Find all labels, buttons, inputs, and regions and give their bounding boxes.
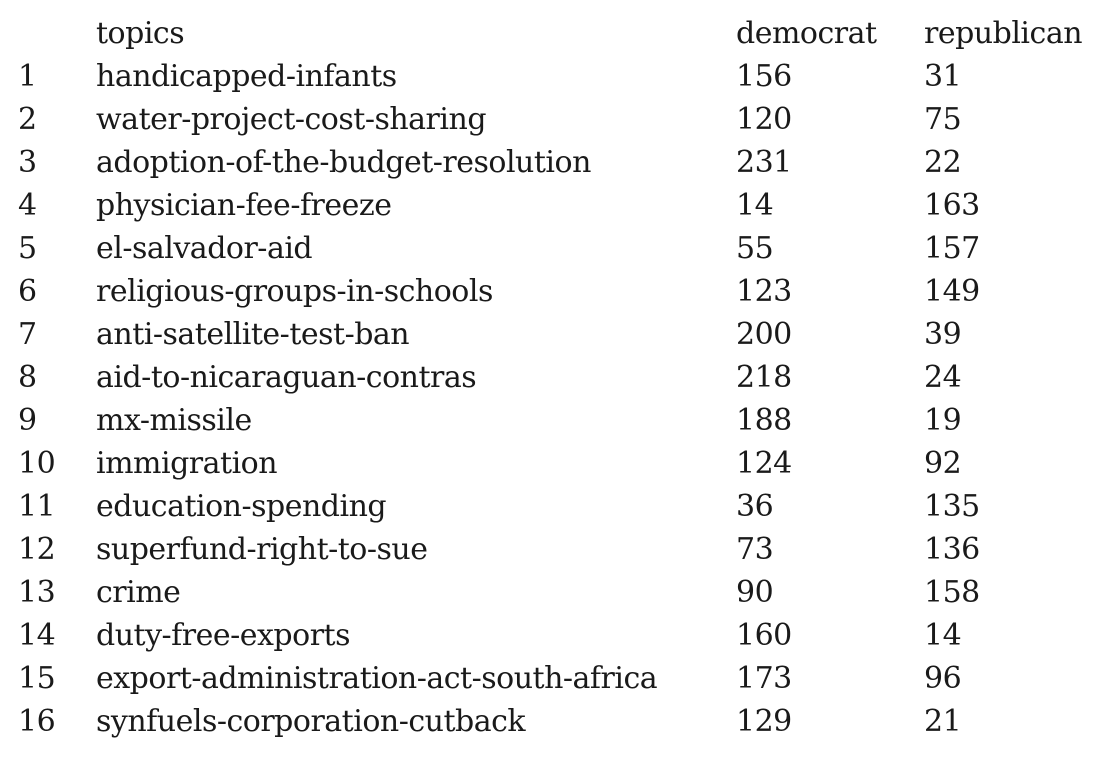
republican-count: 158 <box>924 575 980 610</box>
header-democrat: democrat <box>736 16 877 51</box>
table-row: 8 aid-to-nicaraguan-contras 218 24 <box>0 356 1098 399</box>
republican-count: 157 <box>924 231 980 266</box>
row-index: 16 <box>18 704 56 739</box>
topic-name: mx-missile <box>96 403 252 438</box>
table-row: 6 religious-groups-in-schools 123 149 <box>0 270 1098 313</box>
republican-count: 39 <box>924 317 962 352</box>
democrat-count: 124 <box>736 446 792 481</box>
topic-name: adoption-of-the-budget-resolution <box>96 145 591 180</box>
row-index: 5 <box>18 231 37 266</box>
row-index: 1 <box>18 59 37 94</box>
republican-count: 24 <box>924 360 962 395</box>
republican-count: 21 <box>924 704 962 739</box>
table-row: 10 immigration 124 92 <box>0 442 1098 485</box>
header-republican: republican <box>924 16 1083 51</box>
row-index: 13 <box>18 575 56 610</box>
row-index: 6 <box>18 274 37 309</box>
democrat-count: 231 <box>736 145 792 180</box>
table-row: 12 superfund-right-to-sue 73 136 <box>0 528 1098 571</box>
republican-count: 149 <box>924 274 980 309</box>
democrat-count: 156 <box>736 59 792 94</box>
table-header-row: topics democrat republican <box>0 12 1098 55</box>
row-index: 9 <box>18 403 37 438</box>
republican-count: 135 <box>924 489 980 524</box>
table-row: 3 adoption-of-the-budget-resolution 231 22 <box>0 141 1098 184</box>
democrat-count: 55 <box>736 231 774 266</box>
row-index: 14 <box>18 618 56 653</box>
republican-count: 136 <box>924 532 980 567</box>
topic-name: export-administration-act-south-africa <box>96 661 658 696</box>
table-row: 13 crime 90 158 <box>0 571 1098 614</box>
democrat-count: 200 <box>736 317 792 352</box>
row-index: 3 <box>18 145 37 180</box>
democrat-count: 218 <box>736 360 792 395</box>
topic-name: immigration <box>96 446 278 481</box>
table-row: 5 el-salvador-aid 55 157 <box>0 227 1098 270</box>
topic-name: religious-groups-in-schools <box>96 274 493 309</box>
republican-count: 163 <box>924 188 980 223</box>
row-index: 8 <box>18 360 37 395</box>
table-row: 4 physician-fee-freeze 14 163 <box>0 184 1098 227</box>
democrat-count: 73 <box>736 532 774 567</box>
row-index: 2 <box>18 102 37 137</box>
table-row: 11 education-spending 36 135 <box>0 485 1098 528</box>
democrat-count: 123 <box>736 274 792 309</box>
topic-name: aid-to-nicaraguan-contras <box>96 360 477 395</box>
table-row: 2 water-project-cost-sharing 120 75 <box>0 98 1098 141</box>
table-row: 1 handicapped-infants 156 31 <box>0 55 1098 98</box>
vote-table: topics democrat republican 1 handicapped-… <box>0 12 1098 743</box>
topic-name: water-project-cost-sharing <box>96 102 487 137</box>
row-index: 12 <box>18 532 56 567</box>
table-body: 1 handicapped-infants 156 31 2 water-project-… <box>0 55 1098 743</box>
header-topics: topics <box>96 16 185 51</box>
democrat-count: 120 <box>736 102 792 137</box>
table-row: 15 export-administration-act-south-africa… <box>0 657 1098 700</box>
republican-count: 31 <box>924 59 962 94</box>
democrat-count: 173 <box>736 661 792 696</box>
topic-name: physician-fee-freeze <box>96 188 392 223</box>
democrat-count: 90 <box>736 575 774 610</box>
topic-name: handicapped-infants <box>96 59 397 94</box>
row-index: 15 <box>18 661 56 696</box>
republican-count: 75 <box>924 102 962 137</box>
democrat-count: 160 <box>736 618 792 653</box>
topic-name: duty-free-exports <box>96 618 351 653</box>
table-row: 7 anti-satellite-test-ban 200 39 <box>0 313 1098 356</box>
democrat-count: 188 <box>736 403 792 438</box>
topic-name: education-spending <box>96 489 387 524</box>
democrat-count: 36 <box>736 489 774 524</box>
row-index: 11 <box>18 489 56 524</box>
topic-name: synfuels-corporation-cutback <box>96 704 526 739</box>
democrat-count: 129 <box>736 704 792 739</box>
row-index: 4 <box>18 188 37 223</box>
table-row: 9 mx-missile 188 19 <box>0 399 1098 442</box>
republican-count: 22 <box>924 145 962 180</box>
republican-count: 96 <box>924 661 962 696</box>
table-row: 16 synfuels-corporation-cutback 129 21 <box>0 700 1098 743</box>
row-index: 7 <box>18 317 37 352</box>
table-row: 14 duty-free-exports 160 14 <box>0 614 1098 657</box>
republican-count: 92 <box>924 446 962 481</box>
topic-name: el-salvador-aid <box>96 231 313 266</box>
republican-count: 19 <box>924 403 962 438</box>
topic-name: crime <box>96 575 181 610</box>
row-index: 10 <box>18 446 56 481</box>
democrat-count: 14 <box>736 188 774 223</box>
republican-count: 14 <box>924 618 962 653</box>
topic-name: superfund-right-to-sue <box>96 532 428 567</box>
topic-name: anti-satellite-test-ban <box>96 317 410 352</box>
